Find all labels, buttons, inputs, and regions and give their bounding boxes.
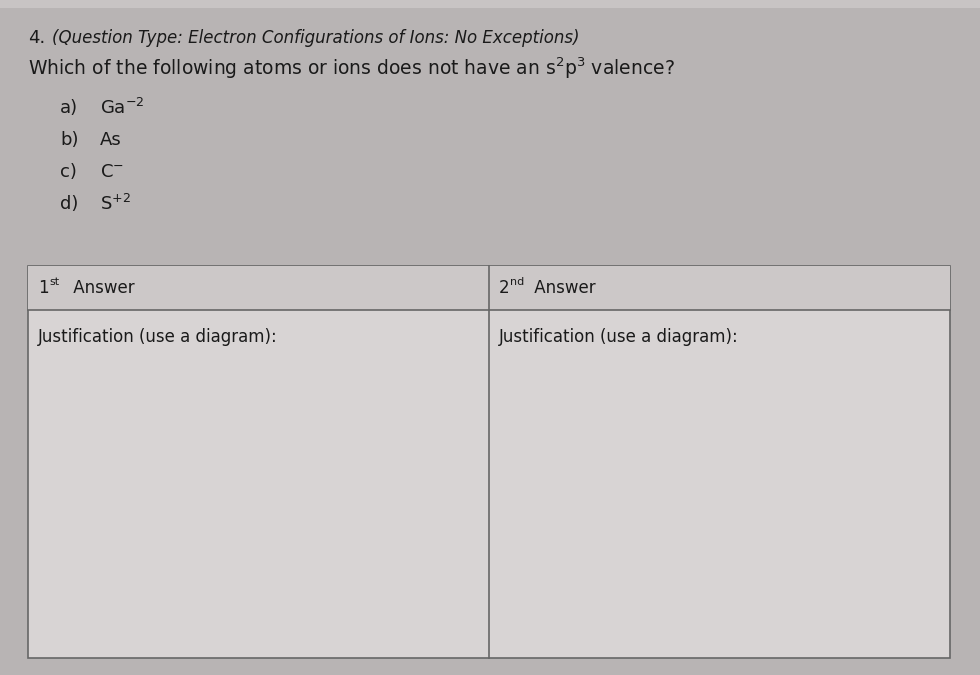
Text: C$^{-}$: C$^{-}$	[100, 163, 124, 181]
Text: d): d)	[60, 195, 78, 213]
Text: Answer: Answer	[68, 279, 134, 297]
Text: Ga$^{-2}$: Ga$^{-2}$	[100, 98, 144, 118]
Text: a): a)	[60, 99, 78, 117]
Text: Which of the following atoms or ions does not have an s$^2$p$^3$ valence?: Which of the following atoms or ions doe…	[28, 55, 675, 81]
Text: 2: 2	[499, 279, 510, 297]
Text: As: As	[100, 131, 122, 149]
Text: Justification (use a diagram):: Justification (use a diagram):	[499, 328, 739, 346]
Text: b): b)	[60, 131, 78, 149]
Text: c): c)	[60, 163, 76, 181]
Text: Answer: Answer	[529, 279, 596, 297]
Bar	[0, 0, 980, 8]
Text: 4.: 4.	[28, 29, 45, 47]
Text: nd: nd	[510, 277, 524, 287]
Text: (Question Type: Electron Configurations of Ions: No Exceptions): (Question Type: Electron Configurations …	[52, 29, 579, 47]
Text: st: st	[49, 277, 59, 287]
Text: S$^{+2}$: S$^{+2}$	[100, 194, 131, 214]
Bar	[28, 266, 950, 658]
Text: 1: 1	[38, 279, 49, 297]
Bar	[28, 266, 950, 310]
Text: Justification (use a diagram):: Justification (use a diagram):	[38, 328, 277, 346]
